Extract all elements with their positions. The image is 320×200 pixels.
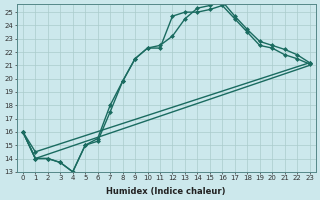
X-axis label: Humidex (Indice chaleur): Humidex (Indice chaleur) <box>107 187 226 196</box>
